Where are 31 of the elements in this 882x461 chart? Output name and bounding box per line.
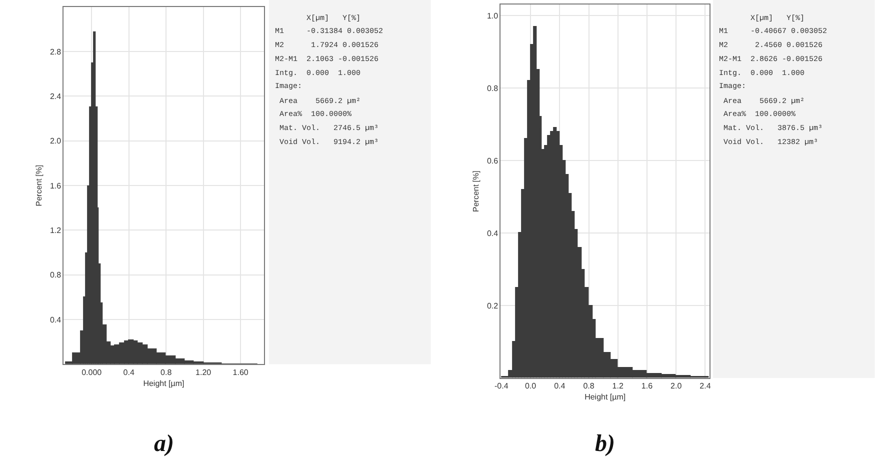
x-tick-label: 0.4: [123, 368, 135, 377]
y-tick-label: 0.4: [486, 228, 499, 238]
y-tick-label: 0.2: [486, 301, 499, 310]
x-tick-label: 2.0: [670, 382, 682, 391]
y-tick-label: 0.8: [486, 84, 499, 93]
x-tick-label: 0.000: [82, 368, 102, 377]
x-tick-label: 1.6: [641, 382, 654, 391]
y-tick-label: 1.6: [50, 181, 62, 190]
text: a): [154, 431, 174, 457]
y-axis-title: Percent [%]: [34, 164, 44, 206]
y-tick-label: 1.0: [486, 11, 499, 20]
y-tick-label: 2.0: [50, 136, 62, 146]
x-tick-label: 1.20: [196, 368, 212, 377]
y-tick-label: 2.4: [50, 92, 62, 102]
x-tick-label: 0.0: [524, 382, 537, 391]
x-tick-label: 0.8: [583, 382, 595, 391]
x-axis-title: Height [µm]: [584, 392, 626, 402]
y-axis-title: Percent [%]: [472, 170, 481, 212]
x-axis-title: Height [µm]: [143, 378, 184, 388]
y-tick-label: 0.4: [50, 315, 62, 324]
x-tick-label: 1.2: [612, 382, 624, 391]
x-tick-label: 2.4: [700, 382, 712, 391]
x-tick-label: 0.4: [554, 382, 566, 391]
y-tick-label: 1.2: [50, 226, 62, 236]
y-tick-label: 2.8: [50, 47, 62, 56]
x-tick-label: 0.8: [160, 368, 172, 377]
y-tick-label: 0.6: [486, 156, 499, 166]
x-tick-label: -0.4: [494, 382, 509, 391]
y-tick-label: 0.8: [50, 270, 62, 280]
text: b): [595, 431, 615, 457]
x-tick-label: 1.60: [232, 368, 249, 377]
